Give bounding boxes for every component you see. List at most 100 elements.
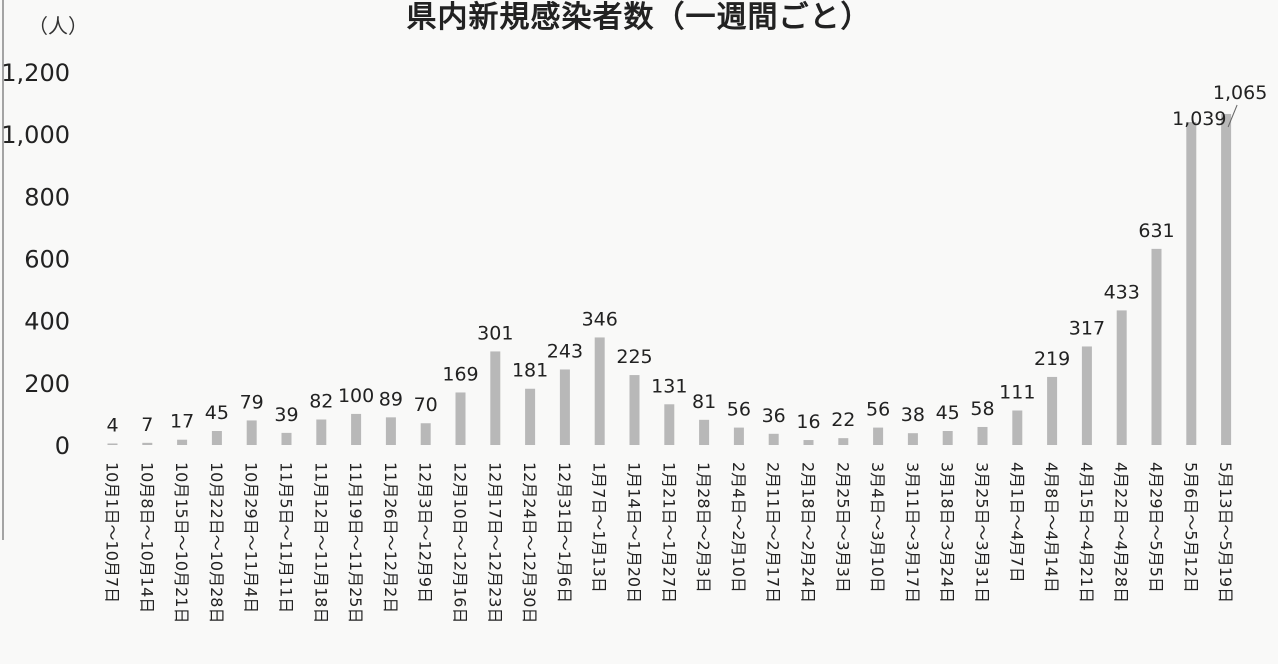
y-tick-label: 1,000 — [1, 121, 70, 149]
x-tick-label: 3月18日～3月24日 — [938, 462, 957, 603]
x-tick-label: 4月22日～4月28日 — [1112, 462, 1131, 603]
bar — [455, 392, 466, 445]
bar — [1012, 410, 1023, 445]
data-label: 225 — [616, 346, 652, 368]
data-label: 17 — [170, 411, 194, 433]
bar — [177, 439, 188, 445]
bar — [246, 420, 257, 445]
x-tick-label: 11月26日～12月2日 — [381, 462, 400, 613]
bar — [873, 427, 884, 445]
bar — [1116, 310, 1127, 445]
x-tick-label: 10月15日～10月21日 — [172, 462, 191, 623]
x-tick-label: 4月8日～4月14日 — [1042, 462, 1061, 593]
data-label: 169 — [442, 363, 478, 385]
x-tick-label: 11月19日～11月25日 — [346, 462, 365, 623]
x-tick-label: 12月31日～1月6日 — [555, 462, 574, 603]
bar — [1186, 122, 1197, 446]
bar — [942, 431, 953, 445]
data-label: 131 — [651, 375, 687, 397]
bar — [385, 417, 396, 445]
data-label: 301 — [477, 322, 513, 344]
data-label: 317 — [1069, 317, 1105, 339]
bar — [420, 423, 431, 445]
x-tick-label: 4月29日～5月5日 — [1147, 462, 1166, 593]
bar — [907, 433, 918, 445]
x-tick-label: 4月15日～4月21日 — [1077, 462, 1096, 603]
x-tick-label: 5月6日～5月12日 — [1181, 462, 1200, 593]
data-label: 16 — [796, 411, 820, 433]
y-tick-label: 0 — [55, 432, 70, 460]
data-label: 4 — [106, 415, 118, 437]
bar — [525, 388, 536, 445]
bar — [768, 433, 779, 445]
data-label: 433 — [1104, 281, 1140, 303]
bar — [629, 375, 640, 445]
bar — [733, 427, 744, 445]
data-label: 56 — [727, 399, 751, 421]
data-label: 81 — [692, 391, 716, 413]
bar — [699, 419, 710, 445]
x-tick-label: 1月21日～1月27日 — [659, 462, 678, 603]
y-tick-label: 600 — [24, 246, 70, 274]
data-label: 38 — [901, 404, 925, 426]
data-label: 631 — [1138, 220, 1174, 242]
bar — [316, 419, 327, 445]
data-label: 219 — [1034, 348, 1070, 370]
bar — [559, 369, 570, 445]
x-tick-label: 10月1日～10月7日 — [103, 462, 122, 603]
x-tick-label: 12月17日～12月23日 — [485, 462, 504, 623]
x-tick-label: 2月4日～2月10日 — [729, 462, 748, 593]
bar — [211, 431, 222, 445]
x-tick-label: 3月11日～3月17日 — [903, 462, 922, 603]
x-tick-label: 4月1日～4月7日 — [1007, 462, 1026, 583]
data-label: 45 — [936, 402, 960, 424]
bar — [107, 443, 118, 445]
x-tick-label: 10月29日～11月4日 — [242, 462, 261, 613]
data-label: 82 — [309, 391, 333, 413]
x-tick-label: 12月10日～12月16日 — [451, 462, 470, 623]
leader-line — [1227, 104, 1238, 128]
data-label: 7 — [141, 414, 153, 436]
data-label: 58 — [970, 398, 994, 420]
bar — [664, 404, 675, 445]
x-tick-label: 5月13日～5月19日 — [1216, 462, 1235, 603]
x-tick-label: 12月24日～12月30日 — [520, 462, 539, 623]
data-label: 56 — [866, 399, 890, 421]
chart-title: 県内新規感染者数（一週間ごと） — [406, 0, 872, 35]
x-tick-label: 11月12日～11月18日 — [311, 462, 330, 623]
bar — [490, 351, 501, 445]
x-tick-label: 10月8日～10月14日 — [137, 462, 156, 613]
bar — [1221, 113, 1232, 446]
bar — [281, 432, 292, 445]
data-label: 45 — [205, 402, 229, 424]
x-tick-label: 11月5日～11月11日 — [277, 462, 296, 613]
data-label: 79 — [240, 391, 264, 413]
data-label: 100 — [338, 385, 374, 407]
data-label: 346 — [582, 308, 618, 330]
bar — [977, 426, 988, 445]
y-unit-label: （人） — [28, 14, 88, 38]
data-label: 22 — [831, 409, 855, 431]
data-label: 181 — [512, 360, 548, 382]
data-label: 1,065 — [1213, 82, 1267, 104]
data-label: 70 — [414, 394, 438, 416]
bar — [803, 440, 814, 445]
data-label: 89 — [379, 388, 403, 410]
x-tick-label: 10月22日～10月28日 — [207, 462, 226, 623]
bar — [351, 413, 362, 445]
data-label: 243 — [547, 340, 583, 362]
y-tick-label: 800 — [24, 183, 70, 211]
data-label: 39 — [274, 404, 298, 426]
bar — [838, 438, 849, 445]
x-tick-label: 1月28日～2月3日 — [694, 462, 713, 593]
data-label: 36 — [762, 405, 786, 427]
bar — [142, 442, 153, 445]
x-tick-label: 2月18日～2月24日 — [799, 462, 818, 603]
bar — [594, 337, 605, 445]
bar — [1151, 248, 1162, 445]
data-label: 1,039 — [1172, 108, 1226, 130]
x-tick-label: 2月25日～3月3日 — [833, 462, 852, 593]
y-tick-label: 1,200 — [1, 59, 70, 87]
x-tick-label: 2月11日～2月17日 — [764, 462, 783, 603]
